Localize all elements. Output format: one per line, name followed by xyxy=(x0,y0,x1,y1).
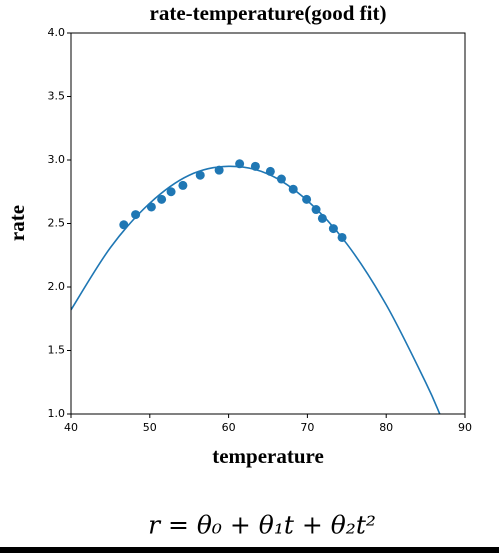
x-tick-label: 40 xyxy=(64,421,78,434)
x-tick-label: 50 xyxy=(143,421,157,434)
y-tick-label: 2.0 xyxy=(48,280,66,293)
y-axis-label: rate xyxy=(5,205,29,241)
equation: r = θ₀ + θ₁t + θ₂t² xyxy=(148,511,376,540)
x-tick-label: 90 xyxy=(458,421,472,434)
y-tick-label: 2.5 xyxy=(48,217,66,230)
x-axis-label: temperature xyxy=(212,444,324,468)
y-tick-label: 1.5 xyxy=(48,344,66,357)
y-tick-label: 3.5 xyxy=(48,90,66,103)
chart-title: rate-temperature(good fit) xyxy=(150,1,387,25)
y-tick-label: 3.0 xyxy=(48,153,66,166)
data-point xyxy=(131,210,141,220)
y-tick-label: 4.0 xyxy=(48,26,66,39)
data-point xyxy=(178,180,188,190)
fit-line xyxy=(71,165,441,414)
data-point xyxy=(157,194,167,204)
y-tick-label: 1.0 xyxy=(48,407,66,420)
data-point xyxy=(317,213,327,223)
x-tick-label: 60 xyxy=(222,421,236,434)
data-point xyxy=(195,170,205,180)
bottom-border xyxy=(0,547,499,553)
x-tick-label: 80 xyxy=(379,421,393,434)
x-tick-label: 70 xyxy=(300,421,314,434)
plot-frame xyxy=(70,32,466,415)
data-point xyxy=(166,187,176,197)
data-point xyxy=(276,174,286,184)
